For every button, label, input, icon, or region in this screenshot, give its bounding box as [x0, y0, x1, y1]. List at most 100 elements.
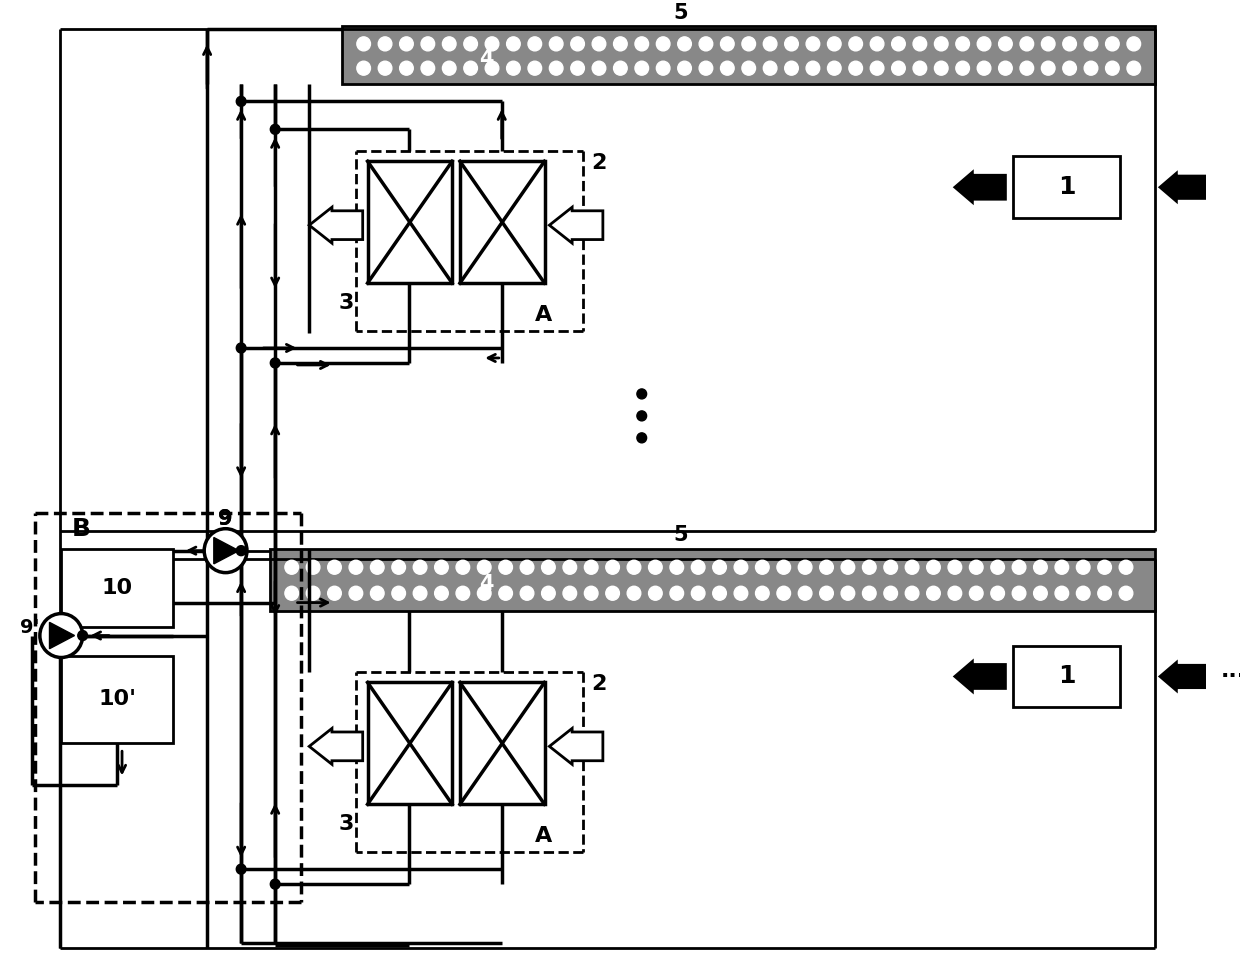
Text: A: A — [534, 827, 552, 846]
Circle shape — [1012, 560, 1025, 574]
Bar — [1013, 645, 1120, 708]
Circle shape — [827, 37, 841, 51]
Circle shape — [237, 864, 246, 874]
Circle shape — [1120, 560, 1133, 574]
Circle shape — [1106, 37, 1120, 51]
Circle shape — [785, 37, 799, 51]
Circle shape — [635, 37, 649, 51]
Circle shape — [584, 587, 598, 600]
Circle shape — [549, 37, 563, 51]
Circle shape — [1076, 587, 1090, 600]
Circle shape — [350, 560, 362, 574]
Circle shape — [892, 61, 905, 75]
Circle shape — [1063, 37, 1076, 51]
Circle shape — [606, 560, 620, 574]
Text: 1: 1 — [1058, 176, 1075, 199]
Circle shape — [1127, 61, 1141, 75]
Circle shape — [849, 61, 863, 75]
Circle shape — [350, 587, 362, 600]
Circle shape — [892, 37, 905, 51]
Circle shape — [1055, 587, 1069, 600]
Circle shape — [1084, 61, 1097, 75]
Circle shape — [627, 560, 641, 574]
Circle shape — [998, 37, 1012, 51]
Text: ···: ··· — [1220, 667, 1240, 686]
Circle shape — [970, 587, 983, 600]
Circle shape — [656, 61, 670, 75]
Circle shape — [456, 560, 470, 574]
Text: B: B — [72, 516, 92, 541]
Circle shape — [464, 61, 477, 75]
Circle shape — [884, 560, 898, 574]
Circle shape — [270, 358, 280, 368]
Circle shape — [699, 37, 713, 51]
Bar — [342, 26, 1156, 84]
Circle shape — [614, 37, 627, 51]
Circle shape — [456, 587, 470, 600]
Bar — [367, 682, 453, 804]
Circle shape — [584, 560, 598, 574]
Circle shape — [935, 37, 949, 51]
Text: 10: 10 — [102, 578, 133, 597]
Polygon shape — [549, 207, 603, 243]
Text: 2: 2 — [591, 153, 606, 174]
Circle shape — [991, 560, 1004, 574]
Circle shape — [56, 630, 66, 640]
Circle shape — [1076, 560, 1090, 574]
Text: 9: 9 — [218, 508, 233, 529]
Circle shape — [713, 587, 727, 600]
Circle shape — [1055, 560, 1069, 574]
Circle shape — [849, 37, 863, 51]
Circle shape — [777, 587, 791, 600]
Circle shape — [570, 37, 584, 51]
Circle shape — [270, 124, 280, 135]
Circle shape — [542, 587, 556, 600]
Circle shape — [926, 587, 940, 600]
Circle shape — [764, 61, 777, 75]
Circle shape — [306, 587, 320, 600]
Circle shape — [949, 587, 962, 600]
Circle shape — [637, 411, 646, 421]
Circle shape — [40, 614, 83, 658]
Circle shape — [1106, 61, 1120, 75]
Circle shape — [637, 432, 646, 443]
Circle shape — [549, 61, 563, 75]
Circle shape — [357, 37, 371, 51]
Circle shape — [357, 61, 371, 75]
Circle shape — [392, 560, 405, 574]
Text: 1: 1 — [1058, 665, 1075, 688]
Circle shape — [1063, 61, 1076, 75]
Circle shape — [806, 37, 820, 51]
Bar — [460, 682, 544, 804]
Circle shape — [1021, 61, 1034, 75]
Polygon shape — [50, 623, 74, 649]
Polygon shape — [309, 207, 362, 243]
Circle shape — [1042, 37, 1055, 51]
Circle shape — [435, 587, 449, 600]
Polygon shape — [955, 172, 1006, 202]
Circle shape — [570, 61, 584, 75]
Circle shape — [399, 37, 413, 51]
Circle shape — [913, 61, 926, 75]
Circle shape — [764, 37, 777, 51]
Circle shape — [699, 61, 713, 75]
Circle shape — [542, 560, 556, 574]
Circle shape — [422, 61, 435, 75]
Circle shape — [991, 587, 1004, 600]
Circle shape — [1034, 587, 1048, 600]
Circle shape — [977, 61, 991, 75]
Circle shape — [399, 61, 413, 75]
Circle shape — [563, 560, 577, 574]
Polygon shape — [309, 728, 362, 764]
Circle shape — [413, 587, 427, 600]
Circle shape — [507, 61, 521, 75]
Text: 3: 3 — [339, 814, 353, 834]
Bar — [1013, 156, 1120, 219]
Circle shape — [485, 37, 498, 51]
Polygon shape — [213, 538, 239, 564]
Circle shape — [670, 560, 683, 574]
Circle shape — [507, 37, 521, 51]
Circle shape — [237, 97, 246, 106]
Circle shape — [1097, 560, 1111, 574]
Circle shape — [863, 560, 877, 574]
